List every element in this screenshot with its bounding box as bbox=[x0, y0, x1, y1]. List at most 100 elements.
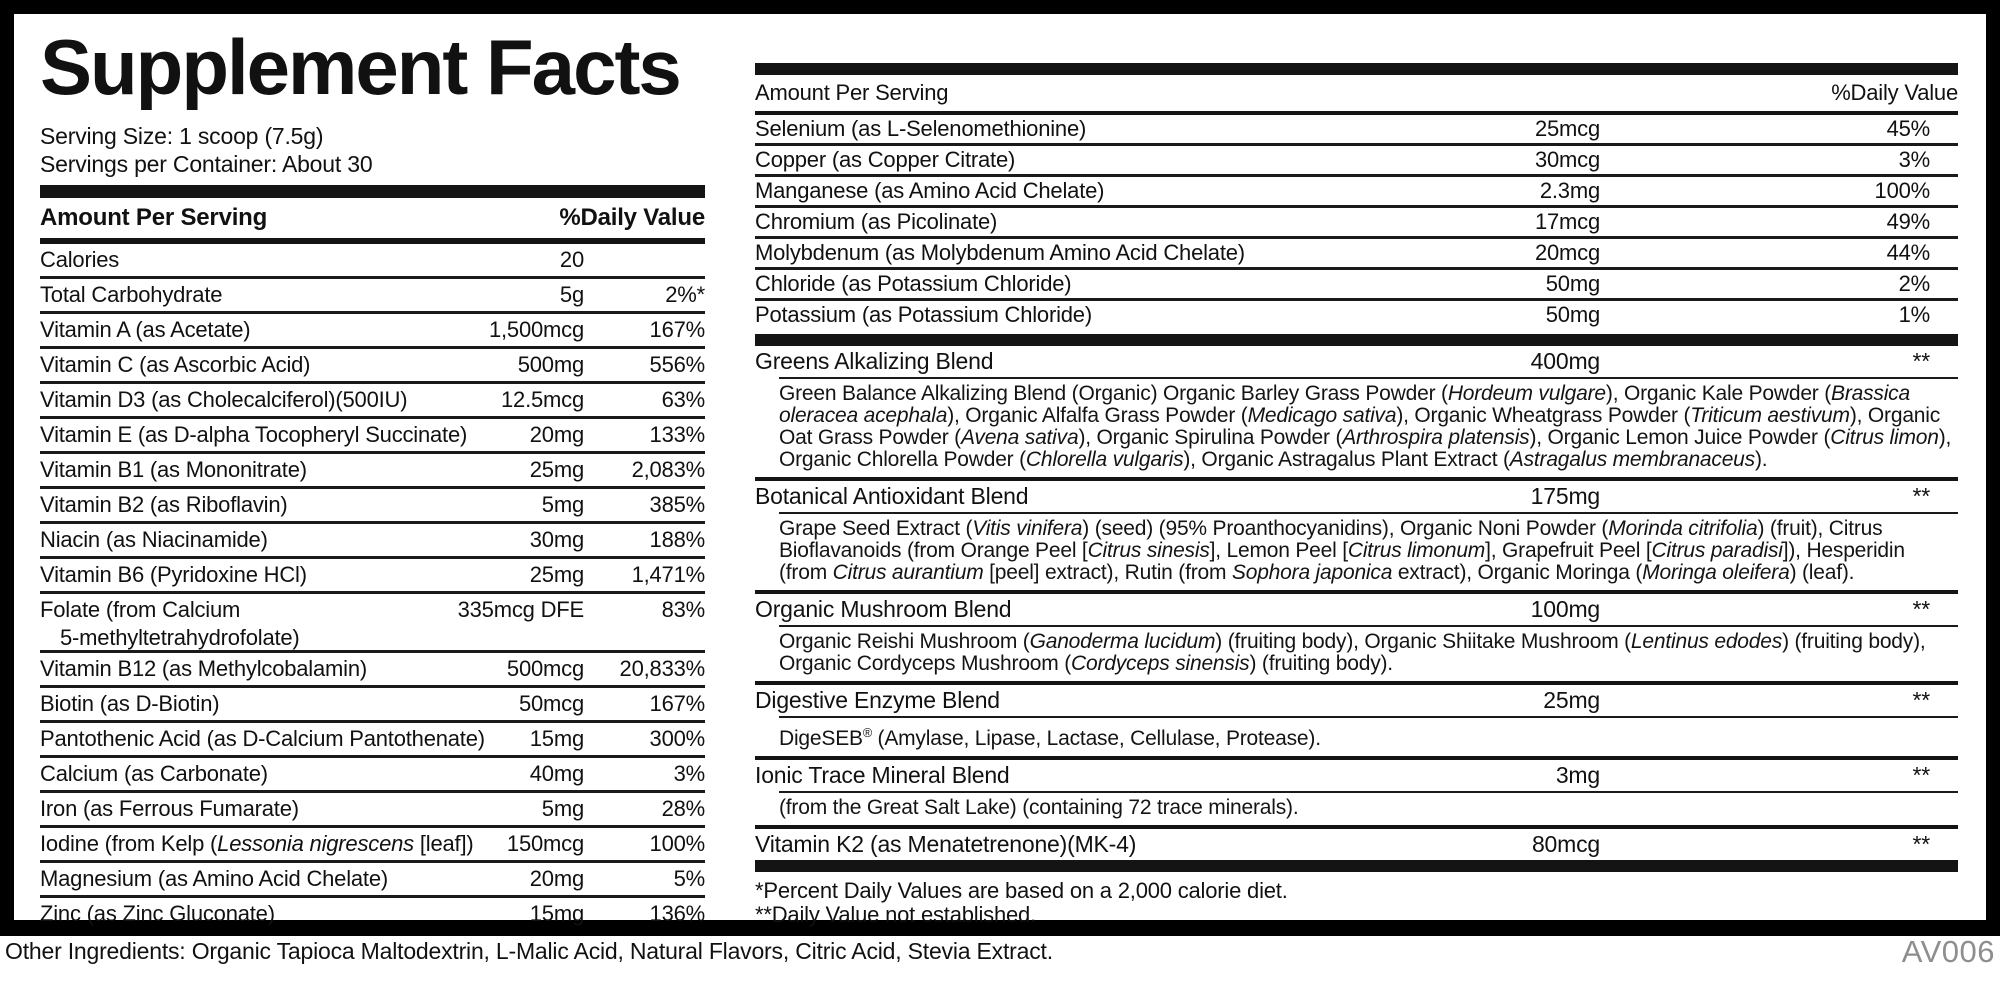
nutrient-row: Chromium (as Picolinate) 17mcg 49% bbox=[755, 208, 1958, 239]
blend-daily-value: ** bbox=[1912, 348, 1930, 374]
nutrient-name: Vitamin B2 (as Riboflavin) bbox=[40, 492, 288, 517]
nutrient-row: Folate (from Calcium 5-methyltetrahydrof… bbox=[40, 594, 705, 653]
blend-title-row: Botanical Antioxidant Blend 175mg ** bbox=[755, 481, 1958, 512]
nutrient-daily-value: 49% bbox=[1886, 209, 1931, 234]
serving-size: Serving Size: 1 scoop (7.5g) bbox=[40, 123, 324, 149]
right-panel: Amount Per Serving %Daily Value Selenium… bbox=[755, 0, 1958, 927]
nutrient-row: Vitamin B12 (as Methylcobalamin) 500mcg … bbox=[40, 653, 705, 688]
nutrient-amount: 25mg bbox=[529, 457, 584, 482]
nutrient-row: Calcium (as Carbonate) 40mg 3% bbox=[40, 758, 705, 793]
nutrient-amount: 335mcg DFE bbox=[457, 597, 585, 622]
header-rule bbox=[755, 111, 1958, 115]
nutrient-name: Chloride (as Potassium Chloride) bbox=[755, 271, 1072, 296]
blend-name: Ionic Trace Mineral Blend bbox=[755, 762, 1010, 788]
blend-section: Organic Mushroom Blend 100mg ** Organic … bbox=[755, 594, 1958, 685]
blend-separator bbox=[755, 681, 1958, 685]
nutrient-row: Vitamin B6 (Pyridoxine HCl) 25mg 1,471% bbox=[40, 559, 705, 594]
nutrient-daily-value: 5% bbox=[673, 866, 706, 891]
blend-underline bbox=[779, 377, 1958, 379]
section-bar bbox=[40, 185, 705, 198]
blend-description: Organic Reishi Mushroom (Ganoderma lucid… bbox=[779, 630, 1926, 675]
nutrient-amount: 2.3mg bbox=[1539, 178, 1600, 203]
nutrient-daily-value: 63% bbox=[661, 387, 706, 412]
nutrient-amount: 20mcg bbox=[1534, 240, 1600, 265]
nutrient-name: Zinc (as Zinc Gluconate) bbox=[40, 901, 275, 926]
nutrient-amount: 1,500mcg bbox=[488, 317, 584, 342]
label-code: AV006 bbox=[1901, 934, 1995, 969]
nutrient-name: Copper (as Copper Citrate) bbox=[755, 147, 1016, 172]
blend-description: Grape Seed Extract (Vitis vinifera) (see… bbox=[779, 517, 1905, 584]
nutrient-amount: 50mcg bbox=[518, 691, 584, 716]
nutrient-amount: 5g bbox=[559, 282, 584, 307]
nutrient-name: Vitamin B6 (Pyridoxine HCl) bbox=[40, 562, 307, 587]
blend-name: Organic Mushroom Blend bbox=[755, 596, 1012, 622]
nutrient-daily-value: 2%* bbox=[665, 282, 705, 307]
blend-daily-value: ** bbox=[1912, 687, 1930, 713]
nutrient-amount: 25mg bbox=[529, 562, 584, 587]
blend-amount: 3mg bbox=[1555, 762, 1600, 788]
nutrient-name: Calcium (as Carbonate) bbox=[40, 761, 268, 786]
label-border bbox=[0, 0, 2000, 936]
blend-amount: 25mg bbox=[1543, 687, 1600, 713]
nutrient-name: Iodine (from Kelp (Lessonia nigrescens [… bbox=[40, 831, 474, 856]
blend-description: (from the Great Salt Lake) (containing 7… bbox=[779, 796, 1299, 819]
nutrient-row: Vitamin A (as Acetate) 1,500mcg 167% bbox=[40, 314, 705, 349]
blend-underline bbox=[779, 625, 1958, 627]
nutrient-row: Pantothenic Acid (as D-Calcium Pantothen… bbox=[40, 723, 705, 758]
blend-amount: 175mg bbox=[1530, 483, 1601, 509]
nutrient-amount: 30mcg bbox=[1534, 147, 1600, 172]
nutrient-daily-value: 133% bbox=[649, 422, 706, 447]
nutrient-name-line2: 5-methyltetrahydrofolate) bbox=[60, 625, 300, 650]
blend-title-row: Ionic Trace Mineral Blend 3mg ** bbox=[755, 760, 1958, 791]
nutrient-row: Iron (as Ferrous Fumarate) 5mg 28% bbox=[40, 793, 705, 828]
nutrient-daily-value: 83% bbox=[661, 597, 706, 622]
nutrient-name: Niacin (as Niacinamide) bbox=[40, 527, 268, 552]
nutrient-row: Chloride (as Potassium Chloride) 50mg 2% bbox=[755, 270, 1958, 301]
section-bar bbox=[755, 860, 1958, 872]
nutrient-name: Molybdenum (as Molybdenum Amino Acid Che… bbox=[755, 240, 1245, 265]
nutrient-amount: 15mg bbox=[529, 726, 584, 751]
nutrient-amount: 17mcg bbox=[1534, 209, 1600, 234]
nutrient-row: Zinc (as Zinc Gluconate) 15mg 136% bbox=[40, 898, 705, 930]
nutrient-row: Magnesium (as Amino Acid Chelate) 20mg 5… bbox=[40, 863, 705, 898]
nutrient-daily-value: 136% bbox=[649, 901, 706, 926]
nutrient-amount: 5mg bbox=[541, 492, 584, 517]
nutrient-name: Vitamin B12 (as Methylcobalamin) bbox=[40, 656, 368, 681]
nutrient-amount: 20mg bbox=[529, 866, 584, 891]
nutrient-daily-value: 28% bbox=[661, 796, 706, 821]
nutrient-daily-value: 45% bbox=[1886, 116, 1931, 141]
blend-section: Botanical Antioxidant Blend 175mg ** Gra… bbox=[755, 481, 1958, 594]
blend-separator bbox=[755, 756, 1958, 760]
nutrient-daily-value: 556% bbox=[649, 352, 706, 377]
nutrient-daily-value: 3% bbox=[673, 761, 706, 786]
nutrient-row: Vitamin D3 (as Cholecalciferol)(500IU) 1… bbox=[40, 384, 705, 419]
nutrient-name: Manganese (as Amino Acid Chelate) bbox=[755, 178, 1105, 203]
blend-name: Digestive Enzyme Blend bbox=[755, 687, 1000, 713]
section-bar bbox=[755, 334, 1958, 346]
blend-separator bbox=[755, 477, 1958, 481]
amount-per-serving-label: Amount Per Serving bbox=[755, 80, 949, 105]
nutrient-daily-value: 20,833% bbox=[619, 656, 706, 681]
section-bar bbox=[755, 63, 1958, 75]
nutrient-daily-value: 188% bbox=[649, 527, 706, 552]
blend-daily-value: ** bbox=[1912, 762, 1930, 788]
blend-description: DigeSEB® (Amylase, Lipase, Lactase, Cell… bbox=[779, 726, 1321, 750]
nutrient-daily-value: 44% bbox=[1886, 240, 1931, 265]
blend-title-row: Digestive Enzyme Blend 25mg ** bbox=[755, 685, 1958, 716]
nutrient-name: Vitamin K2 (as Menatetrenone)(MK-4) bbox=[755, 831, 1137, 857]
page-title: Supplement Facts bbox=[40, 23, 682, 111]
nutrient-amount: 500mcg bbox=[506, 656, 584, 681]
nutrient-daily-value: 1% bbox=[1898, 302, 1931, 327]
blend-name: Greens Alkalizing Blend bbox=[755, 348, 994, 374]
blend-amount: 400mg bbox=[1530, 348, 1601, 374]
nutrient-amount: 80mcg bbox=[1531, 831, 1600, 857]
nutrient-name: Pantothenic Acid (as D-Calcium Pantothen… bbox=[40, 726, 485, 751]
nutrient-daily-value: 385% bbox=[649, 492, 706, 517]
nutrient-daily-value: 300% bbox=[649, 726, 706, 751]
nutrient-daily-value: 100% bbox=[649, 831, 706, 856]
nutrient-name: Vitamin C (as Ascorbic Acid) bbox=[40, 352, 311, 377]
nutrient-amount: 20mg bbox=[529, 422, 584, 447]
nutrient-daily-value: 1,471% bbox=[631, 562, 706, 587]
blend-section: Greens Alkalizing Blend 400mg ** Green B… bbox=[755, 346, 1958, 481]
